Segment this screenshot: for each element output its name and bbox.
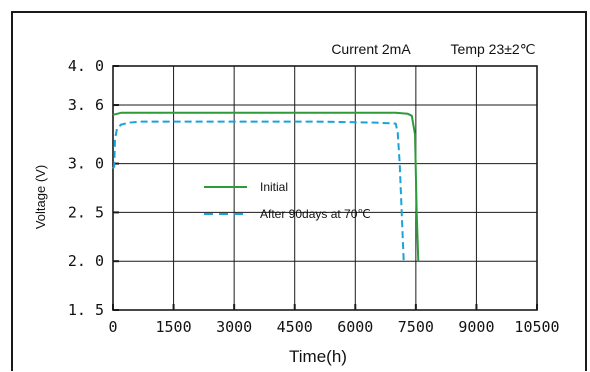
x-tick-label: 0 bbox=[108, 318, 117, 336]
condition-temperature: Temp 23±2℃ bbox=[451, 41, 536, 57]
x-tick-label: 4500 bbox=[277, 318, 313, 336]
x-tick-label: 3000 bbox=[216, 318, 252, 336]
legend-label-after-storage: After 90days at 70℃ bbox=[260, 207, 371, 221]
legend-label-initial: Initial bbox=[260, 180, 288, 194]
x-tick-label: 6000 bbox=[337, 318, 373, 336]
chart-frame bbox=[11, 11, 587, 371]
tick-labels: 0 1500 3000 4500 6000 7500 9000 10500 1. 5 2. 0 2.… bbox=[68, 57, 560, 336]
y-axis-title: Voltage (V) bbox=[33, 165, 48, 229]
x-tick-label: 1500 bbox=[156, 318, 192, 336]
x-tick-label: 9000 bbox=[458, 318, 494, 336]
x-tick-label: 7500 bbox=[398, 318, 434, 336]
plot-border bbox=[112, 65, 538, 311]
condition-current: Current 2mA bbox=[331, 41, 411, 57]
y-tick-label: 4. 0 bbox=[68, 57, 104, 75]
legend: Initial After 90days at 70℃ bbox=[204, 180, 371, 221]
series-lines bbox=[112, 111, 420, 262]
y-tick-label: 3. 0 bbox=[68, 155, 104, 173]
series-line-initial bbox=[112, 111, 420, 262]
grid bbox=[113, 66, 537, 310]
y-tick-label: 1. 5 bbox=[68, 301, 104, 319]
x-tick-label: 10500 bbox=[514, 318, 559, 336]
y-tick-label: 2. 5 bbox=[68, 203, 104, 221]
x-axis-title: Time(h) bbox=[289, 347, 347, 366]
y-tick-label: 2. 0 bbox=[68, 252, 104, 270]
series-line-after-storage bbox=[112, 120, 405, 262]
tick-marks bbox=[112, 65, 538, 311]
y-tick-label: 3. 6 bbox=[68, 96, 104, 114]
